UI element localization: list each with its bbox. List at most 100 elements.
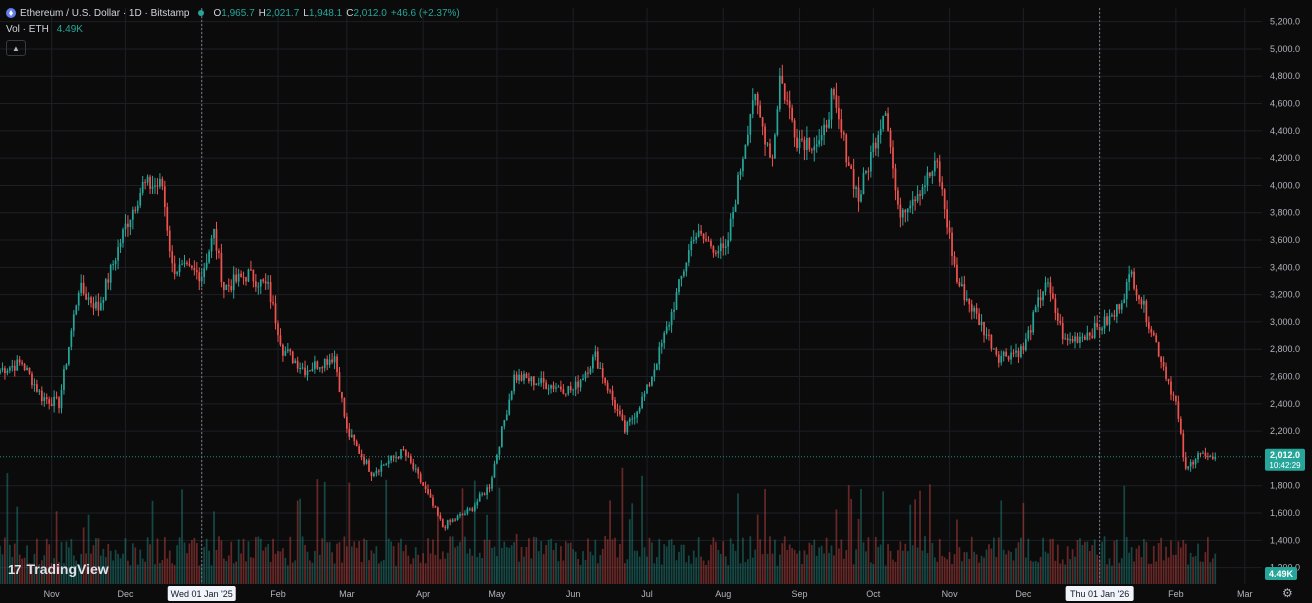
candle-body (1, 368, 4, 370)
candle-body (299, 367, 301, 369)
candle-body (338, 372, 341, 393)
candle-body (218, 250, 220, 253)
volume-bar (1049, 538, 1052, 584)
candle-body (427, 489, 429, 494)
volume-bar (710, 544, 712, 584)
candle-body (552, 385, 555, 389)
volume-bar (579, 564, 582, 584)
candle-body (1005, 351, 1008, 357)
candle-body (348, 428, 351, 437)
symbol-title[interactable]: Ethereum / U.S. Dollar · 1D · Bitstamp (20, 7, 190, 19)
candle-body (774, 134, 776, 159)
candle-body (798, 138, 801, 149)
candle-body (1032, 312, 1035, 333)
volume-bar (1007, 550, 1010, 584)
candle-body (97, 301, 100, 311)
volume-bar (446, 552, 449, 584)
candle-body (803, 139, 806, 150)
candle-body (277, 323, 279, 336)
candle-body (766, 143, 769, 145)
candle-body (117, 246, 119, 261)
candle-body (532, 376, 535, 386)
volume-bar (540, 541, 543, 584)
volume-bar (1056, 544, 1059, 584)
volume-bar (599, 555, 602, 584)
candle-body (909, 205, 912, 209)
candle-body (778, 75, 781, 110)
candle-body (737, 174, 739, 205)
volume-bar (1029, 560, 1032, 584)
candle-body (1069, 339, 1071, 341)
candle-body (437, 507, 439, 516)
volume-bar (195, 542, 198, 584)
candle-body (454, 519, 456, 521)
volume-bar (623, 563, 626, 584)
candle-body (852, 168, 855, 189)
volume-bar (1187, 564, 1190, 584)
candle-body (599, 368, 602, 370)
volume-bar (884, 565, 887, 584)
candle-body (336, 356, 338, 373)
volume-bar (286, 565, 289, 584)
volume-bar (975, 554, 978, 584)
y-tick-label: 1,800.0 (1270, 481, 1300, 491)
tradingview-logo[interactable]: 17 TradingView (8, 561, 109, 577)
volume-bar (961, 561, 963, 584)
volume-bar (215, 549, 218, 584)
gear-icon[interactable]: ⚙ (1282, 586, 1293, 600)
candle-body (924, 185, 926, 188)
candle-body (193, 267, 196, 271)
candle-body (1138, 295, 1140, 300)
volume-bar (159, 562, 161, 584)
volume-bar (13, 543, 16, 584)
collapse-legend-button[interactable]: ▲ (6, 40, 26, 56)
volume-bar (828, 552, 830, 584)
volume-bar (1209, 562, 1212, 584)
candle-body (550, 385, 552, 389)
candle-body (569, 386, 572, 391)
candle-body (326, 358, 329, 365)
volume-bar (437, 507, 439, 584)
volume-bar (626, 559, 629, 584)
candle-body (658, 346, 661, 365)
volume-bar (929, 484, 931, 584)
volume-bar (783, 536, 786, 584)
volume-bar (1162, 560, 1165, 584)
volume-bar (33, 553, 36, 584)
y-tick-label: 4,000.0 (1270, 180, 1300, 190)
volume-bar (520, 546, 523, 584)
candle-body (1189, 461, 1192, 467)
volume-bar (375, 546, 378, 584)
volume-bar (208, 550, 210, 584)
x-tick-label: May (488, 589, 506, 599)
volume-bar (614, 537, 616, 584)
volume-bar (250, 557, 252, 584)
candle-body (1115, 304, 1118, 317)
candle-body (813, 146, 816, 151)
volume-bar (314, 551, 316, 584)
candle-body (781, 75, 784, 84)
candle-body (643, 393, 646, 397)
candle-body (127, 223, 129, 228)
candle-body (198, 272, 201, 282)
candle-body (114, 260, 117, 265)
volume-label[interactable]: Vol · ETH (6, 24, 49, 35)
volume-bar (601, 548, 604, 584)
volume-bar (326, 542, 329, 584)
candle-body (254, 281, 257, 287)
candle-body (331, 359, 333, 363)
candle-body (476, 501, 479, 506)
candle-body (195, 270, 198, 273)
candle-body (904, 209, 907, 213)
candle-body (892, 147, 894, 169)
candle-body (953, 256, 956, 265)
volume-bar (466, 553, 469, 584)
volume-bar (847, 485, 850, 584)
volume-bar (1202, 561, 1204, 584)
volume-bar (806, 554, 808, 584)
volume-bar (331, 552, 333, 584)
candle-body (919, 194, 921, 196)
candle-body (1074, 336, 1076, 342)
